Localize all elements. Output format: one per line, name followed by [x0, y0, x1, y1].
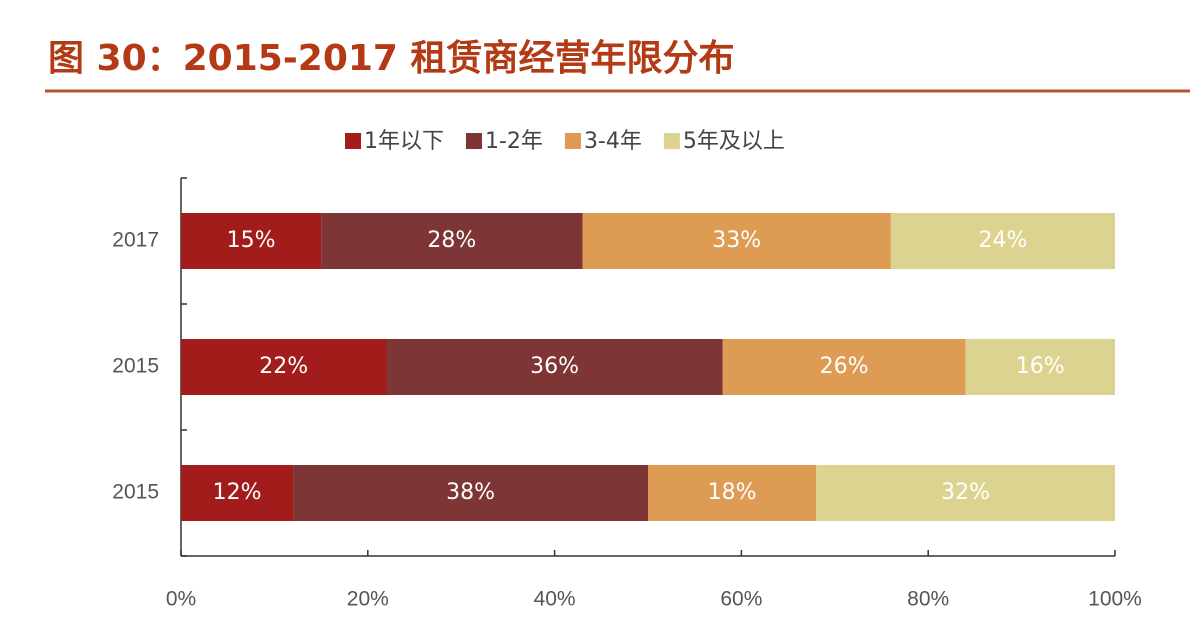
value-label: 28%	[427, 228, 476, 253]
legend-swatch	[345, 133, 361, 149]
value-label: 18%	[708, 480, 757, 505]
bar-segment	[890, 213, 1115, 269]
value-label: 36%	[530, 354, 579, 379]
bar-segment	[181, 213, 322, 269]
chart-title: 图 30：2015-2017 租赁商经营年限分布	[48, 38, 735, 79]
legend-swatch	[663, 133, 680, 149]
legend-swatch	[466, 133, 482, 149]
value-label: 33%	[712, 228, 761, 253]
legend-label: 5年及以上	[683, 129, 785, 154]
bar-segment	[293, 465, 648, 521]
y-tick-label: 2015	[112, 355, 159, 378]
bar-segment	[582, 213, 891, 269]
bar-segment	[181, 465, 294, 521]
legend-label: 1年以下	[364, 129, 444, 154]
x-tick-label: 60%	[720, 588, 762, 611]
value-label: 15%	[227, 228, 276, 253]
bar-segment	[965, 339, 1115, 395]
value-label: 38%	[446, 480, 495, 505]
value-label: 24%	[978, 228, 1027, 253]
value-label: 26%	[820, 354, 869, 379]
x-tick-label: 0%	[166, 588, 196, 611]
bar-segment	[648, 465, 817, 521]
x-tick-label: 40%	[534, 588, 576, 611]
legend-label: 3-4年	[584, 129, 642, 154]
value-label: 16%	[1016, 354, 1065, 379]
bar-segment	[321, 213, 583, 269]
bar-segment	[386, 339, 723, 395]
bar-segment	[722, 339, 966, 395]
legend-swatch	[564, 133, 581, 149]
value-label: 32%	[941, 480, 990, 505]
y-tick-label: 2017	[112, 229, 159, 252]
bar-segment	[816, 465, 1115, 521]
value-label: 22%	[259, 354, 308, 379]
x-tick-label: 100%	[1088, 588, 1142, 611]
bar-segment	[181, 339, 387, 395]
value-label: 12%	[213, 480, 262, 505]
y-tick-label: 2015	[112, 481, 159, 504]
legend-label: 1-2年	[485, 129, 543, 154]
x-tick-label: 20%	[347, 588, 389, 611]
x-tick-label: 80%	[907, 588, 949, 611]
